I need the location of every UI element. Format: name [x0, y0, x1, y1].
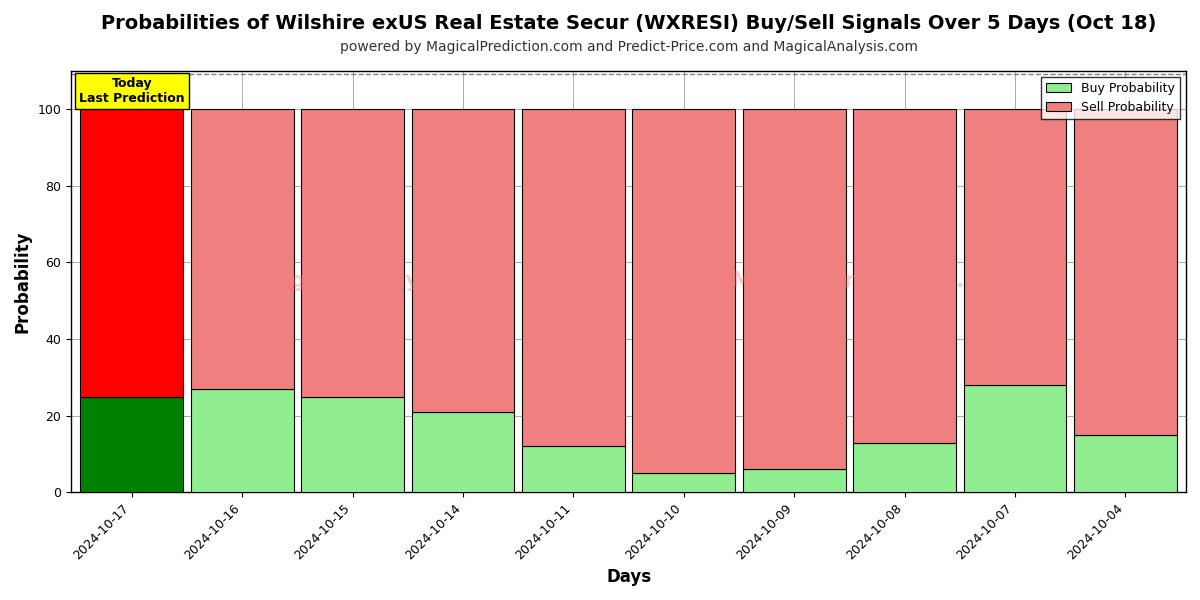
Title: Probabilities of Wilshire exUS Real Estate Secur (WXRESI) Buy/Sell Signals Over : Probabilities of Wilshire exUS Real Esta…: [101, 14, 1157, 33]
Bar: [522, 109, 625, 446]
Bar: [853, 443, 956, 493]
Bar: [80, 397, 184, 493]
Y-axis label: Probability: Probability: [14, 230, 32, 333]
Text: MagicalPrediction.com: MagicalPrediction.com: [731, 271, 1016, 292]
Bar: [522, 446, 625, 493]
Bar: [412, 412, 515, 493]
Bar: [964, 385, 1067, 493]
Text: MagicalAnalysis.com: MagicalAnalysis.com: [253, 271, 514, 292]
Bar: [80, 109, 184, 397]
Text: Today
Last Prediction: Today Last Prediction: [79, 77, 185, 105]
Text: powered by MagicalPrediction.com and Predict-Price.com and MagicalAnalysis.com: powered by MagicalPrediction.com and Pre…: [340, 40, 918, 53]
Bar: [964, 109, 1067, 385]
Bar: [853, 109, 956, 443]
Bar: [632, 473, 736, 493]
X-axis label: Days: Days: [606, 568, 652, 586]
Bar: [1074, 109, 1177, 435]
Bar: [743, 469, 846, 493]
Legend: Buy Probability, Sell Probability: Buy Probability, Sell Probability: [1040, 77, 1180, 119]
Bar: [301, 397, 404, 493]
Bar: [191, 109, 294, 389]
Bar: [1074, 435, 1177, 493]
Bar: [301, 109, 404, 397]
Bar: [632, 109, 736, 473]
Bar: [412, 109, 515, 412]
Bar: [743, 109, 846, 469]
Bar: [191, 389, 294, 493]
